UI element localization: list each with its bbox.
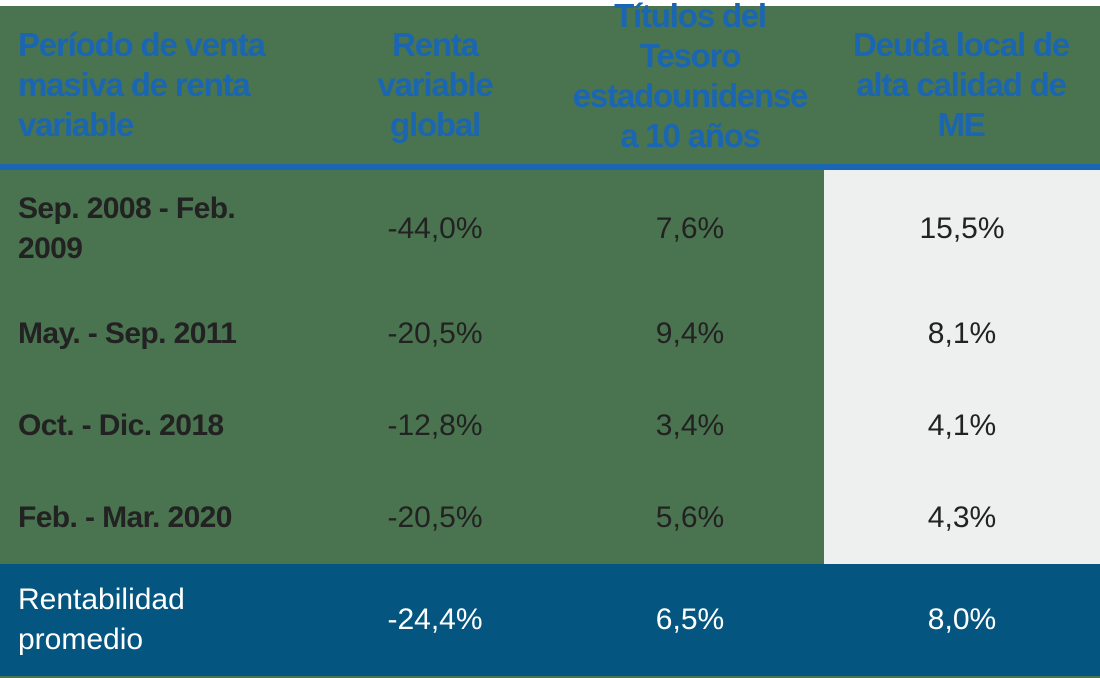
header-line: variable [18, 106, 134, 143]
header-line: Período de venta [18, 26, 266, 63]
footer-em-local-debt: 8,0% [927, 603, 997, 636]
average-return-row: Rentabilidad promedio -24,4% 6,5% 8,0% [0, 564, 1100, 676]
period-cell: Oct. - Dic. 2018 [18, 409, 224, 442]
em-local-debt-cell: 15,5% [919, 212, 1005, 245]
header-line: Tesoro [639, 37, 742, 74]
em-local-debt-cell: 8,1% [927, 317, 997, 350]
table-header: Período de venta masiva de renta variabl… [0, 0, 1100, 164]
us-treasury-cell: 9,4% [655, 317, 725, 350]
global-equity-cell: -44,0% [387, 212, 483, 245]
footer-us-treasury: 6,5% [655, 603, 725, 636]
header-line: Renta [392, 26, 479, 63]
footer-label: Rentabilidad promedio [18, 564, 318, 676]
em-local-debt-cell: 4,3% [927, 501, 997, 534]
global-equity-cell: -12,8% [387, 409, 483, 442]
us-treasury-cell: 3,4% [655, 409, 725, 442]
global-equity-cell: -20,5% [387, 317, 483, 350]
footer-label-line: promedio [18, 623, 144, 656]
em-local-debt-cell: 4,1% [927, 409, 997, 442]
header-line: estadounidense [572, 77, 809, 114]
footer-label-line: Rentabilidad [18, 583, 185, 616]
table-row: Oct. - Dic. 2018 -12,8% 3,4% 4,1% [0, 380, 1100, 472]
header-line: Deuda local de [852, 26, 1070, 63]
us-treasury-cell: 5,6% [655, 501, 725, 534]
header-line: ME [937, 106, 985, 143]
header-period: Período de venta masiva de renta variabl… [18, 6, 318, 164]
us-treasury-cell: 7,6% [655, 212, 725, 245]
period-line: 2009 [18, 232, 83, 265]
global-equity-cell: -20,5% [387, 501, 483, 534]
header-global-equity: Renta variable global [340, 6, 530, 164]
header-line: masiva de renta [18, 66, 251, 103]
header-line: Títulos del [614, 0, 767, 34]
header-line: global [390, 106, 481, 143]
header-em-local-debt: Deuda local de alta calidad de ME [830, 6, 1092, 164]
header-line: alta calidad de [856, 66, 1067, 103]
period-cell: Feb. - Mar. 2020 [18, 501, 232, 534]
footer-global-equity: -24,4% [387, 603, 483, 636]
period-line: Sep. 2008 - Feb. [18, 192, 236, 225]
period-cell: Sep. 2008 - Feb. 2009 [18, 170, 318, 288]
header-divider [0, 164, 1100, 170]
header-line: variable [377, 66, 493, 103]
highlighted-column-background [824, 170, 1100, 564]
table-row: Sep. 2008 - Feb. 2009 -44,0% 7,6% 15,5% [0, 170, 1100, 288]
period-cell: May. - Sep. 2011 [18, 317, 237, 350]
header-us-treasury: Títulos del Tesoro estadounidense a 10 a… [560, 0, 820, 154]
table-row: Feb. - Mar. 2020 -20,5% 5,6% 4,3% [0, 472, 1100, 564]
table-row: May. - Sep. 2011 -20,5% 9,4% 8,1% [0, 288, 1100, 380]
header-line: a 10 años [620, 117, 761, 154]
